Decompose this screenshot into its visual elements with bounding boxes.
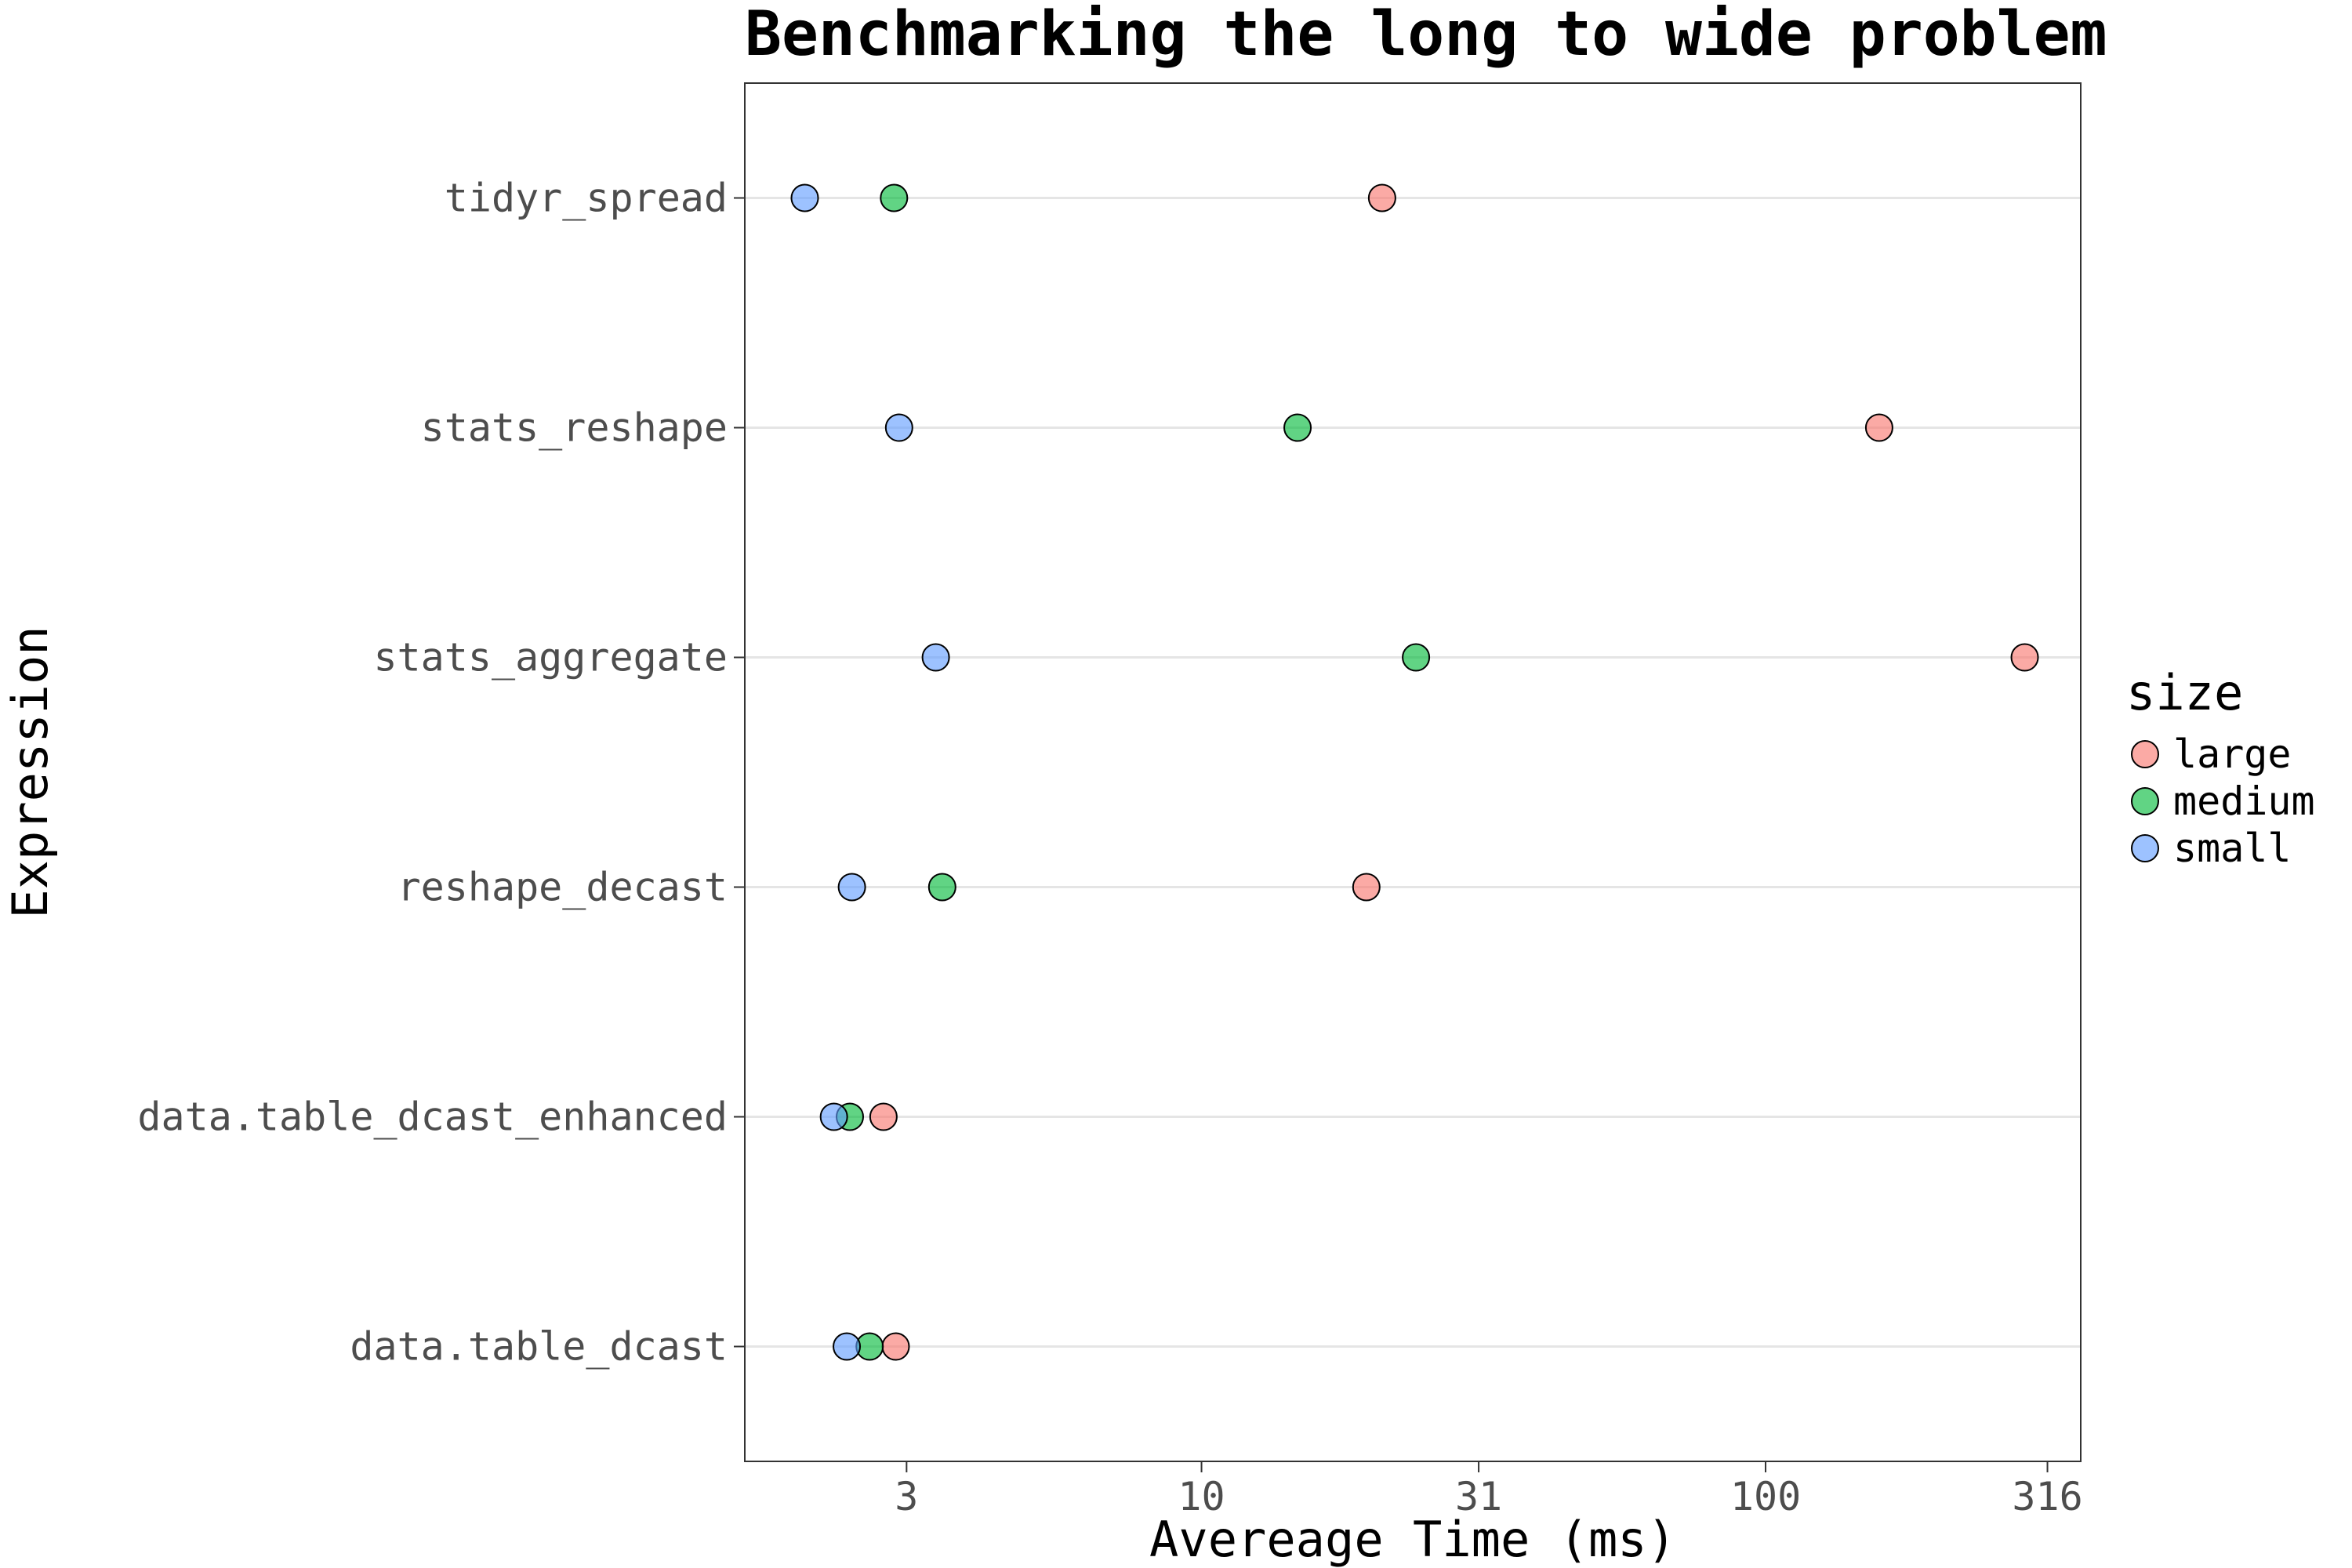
x-axis-title: Avereage Time (ms) (1149, 1511, 1676, 1568)
point-large: stats_aggregate (large): 288 (2010, 643, 2039, 672)
point-small: data.table_dcast (small): 2.35 (833, 1332, 862, 1361)
x-axis: 3 10 31 100 316 (895, 1461, 2083, 1519)
point-small: data.table_dcast_enhanced (small): 2.23 (819, 1102, 848, 1131)
legend-key-large (2131, 740, 2159, 768)
plot-border (744, 82, 2082, 1462)
point-medium: stats_reshape (medium): 14.8 (1283, 413, 1312, 442)
point-small: stats_reshape (small): 2.91 (884, 413, 913, 442)
y-tick-label: stats_reshape (421, 405, 728, 451)
point-medium: tidyr_spread (medium): 2.85 (880, 183, 909, 212)
point-medium: stats_aggregate (medium): 24 (1402, 643, 1431, 672)
point-large: data.table_dcast (large): 2.87 (881, 1332, 910, 1361)
point-small: tidyr_spread (small): 1.98 (790, 183, 819, 212)
legend-label-small: small (2173, 826, 2292, 871)
y-axis-title: Expression (2, 626, 59, 918)
x-tick-label: 316 (2012, 1474, 2082, 1519)
point-small: stats_aggregate (small): 3.38 (921, 643, 950, 672)
plot-panel (745, 83, 2081, 1461)
y-tick-label: reshape_decast (397, 865, 728, 910)
point-large: data.table_dcast_enhanced (large): 2.73 (869, 1102, 898, 1131)
legend-key-small (2131, 834, 2159, 862)
y-tick-label: tidyr_spread (445, 176, 728, 221)
legend-title: size (2126, 664, 2243, 721)
data-points: tidyr_spread (large): 20.9 stats_reshape … (790, 183, 2039, 1361)
chart-title: Benchmarking the long to wide problem (745, 0, 2107, 70)
point-large: reshape_decast (large): 19.6 (1352, 873, 1381, 902)
y-tick-label: data.table_dcast_enhanced (137, 1094, 728, 1140)
point-small: reshape_decast (small): 2.4 (837, 873, 866, 902)
x-tick-label: 10 (1178, 1474, 1225, 1519)
point-large: stats_reshape (large): 159 (1864, 413, 1893, 442)
x-tick-label: 100 (1730, 1474, 1801, 1519)
point-medium: reshape_decast (medium): 3.47 (927, 873, 956, 902)
y-axis: tidyr_spread stats_reshape stats_aggregate… (137, 176, 745, 1370)
legend-label-large: large (2173, 731, 2292, 777)
point-large: tidyr_spread (large): 20.9 (1367, 183, 1396, 212)
legend-label-medium: medium (2173, 779, 2315, 824)
y-tick-label: stats_aggregate (373, 635, 728, 681)
x-tick-label: 31 (1455, 1474, 1502, 1519)
y-tick-label: data.table_dcast (350, 1324, 728, 1370)
x-tick-label: 3 (895, 1474, 918, 1519)
legend-key-medium (2131, 787, 2159, 815)
